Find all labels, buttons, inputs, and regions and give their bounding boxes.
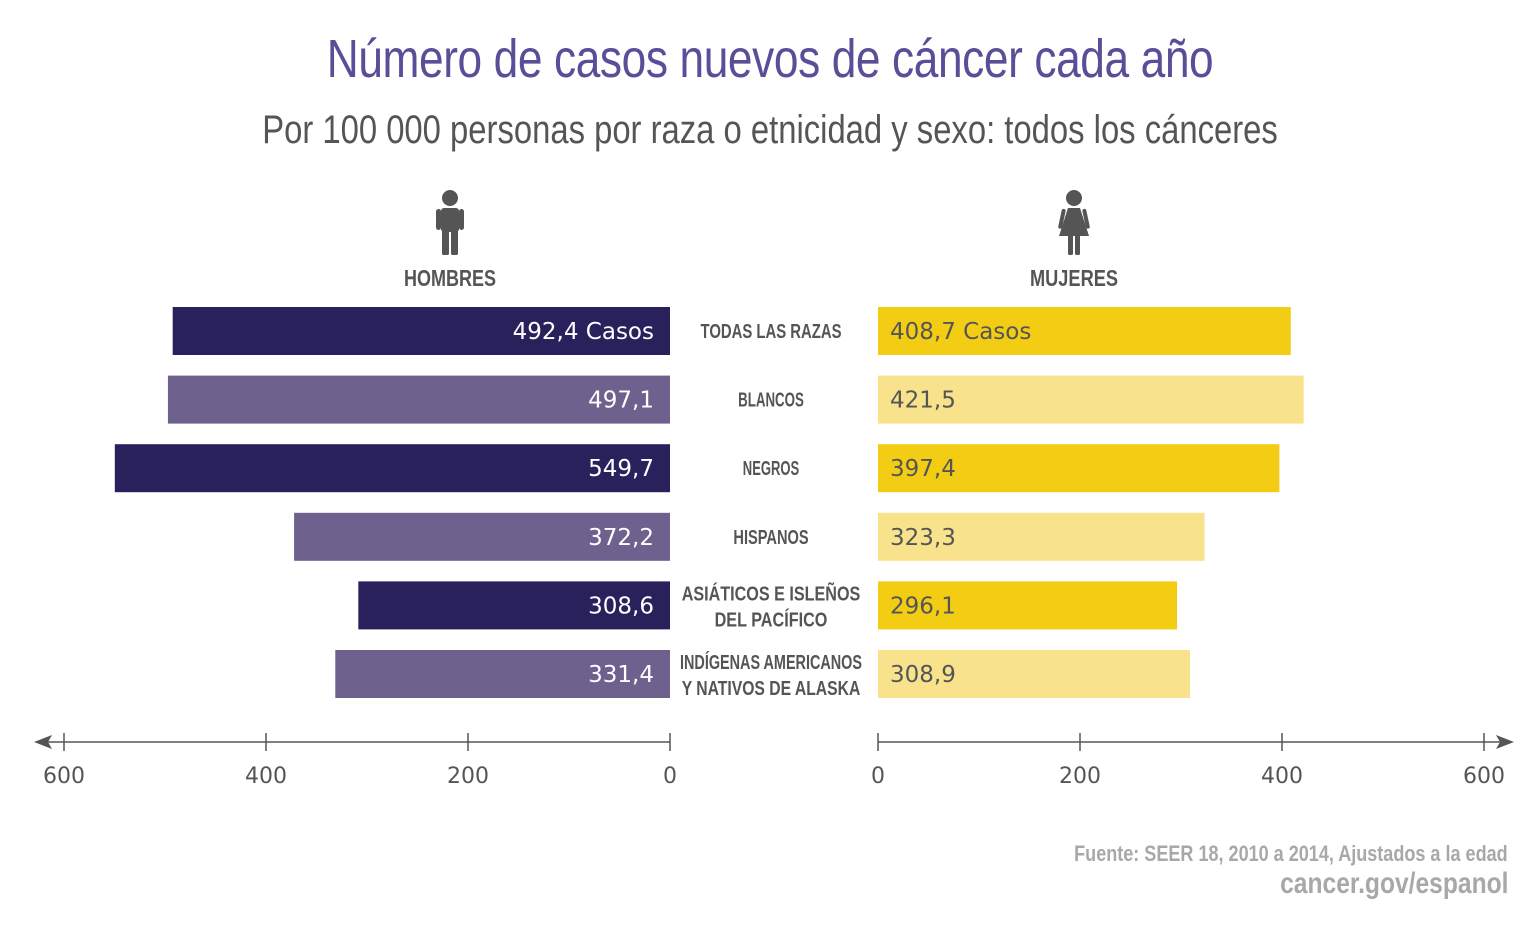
- women-tick-label: 600: [1463, 764, 1505, 789]
- women-value-label: 308,9: [890, 662, 956, 688]
- source-note: Fuente: SEER 18, 2010 a 2014, Ajustados …: [1074, 841, 1508, 866]
- men-value-label: 497,1: [588, 388, 654, 414]
- women-tick-label: 0: [871, 764, 885, 789]
- category-label: Y NATIVOS DE ALASKA: [682, 678, 861, 700]
- chart-title: Número de casos nuevos de cáncer cada añ…: [326, 29, 1214, 89]
- women-label: MUJERES: [1030, 265, 1118, 291]
- category-label: INDÍGENAS AMERICANOS: [680, 651, 862, 674]
- category-label: HISPANOS: [733, 527, 808, 549]
- woman-icon: [1058, 190, 1090, 255]
- men-bar: [335, 650, 670, 698]
- women-value-label: 397,4: [890, 456, 956, 482]
- category-label: BLANCOS: [738, 390, 804, 412]
- men-bar: [172, 307, 670, 355]
- category-label: DEL PACÍFICO: [715, 608, 828, 631]
- women-bar: [878, 581, 1178, 630]
- women-value-label: 408,7 Casos: [890, 319, 1031, 345]
- women-bar: [878, 307, 1291, 355]
- men-value-label: 308,6: [588, 593, 654, 619]
- men-bar: [294, 512, 670, 561]
- women-tick-label: 200: [1059, 764, 1101, 789]
- men-tick-label: 200: [447, 764, 489, 789]
- source-link: cancer.gov/espanol: [1279, 867, 1508, 900]
- women-bar: [878, 512, 1205, 561]
- women-axis-arrow: [1496, 735, 1514, 749]
- men-bar: [114, 444, 671, 493]
- women-value-label: 296,1: [890, 593, 956, 619]
- men-label: HOMBRES: [404, 265, 496, 291]
- women-tick-label: 400: [1261, 764, 1303, 789]
- category-label: TODAS LAS RAZAS: [701, 321, 842, 343]
- men-value-label: 492,4 Casos: [513, 319, 654, 345]
- man-icon: [436, 190, 464, 255]
- men-bar: [358, 581, 670, 630]
- men-axis-arrow: [34, 735, 52, 749]
- category-label: ASIÁTICOS E ISLEÑOS: [682, 582, 861, 605]
- women-value-label: 421,5: [890, 388, 956, 414]
- men-tick-label: 600: [43, 764, 85, 789]
- women-bar: [878, 444, 1280, 493]
- chart-subtitle: Por 100 000 personas por raza o etnicida…: [262, 108, 1278, 152]
- men-value-label: 331,4: [588, 662, 654, 688]
- men-value-label: 549,7: [588, 456, 654, 482]
- men-value-label: 372,2: [588, 525, 654, 551]
- category-label: NEGROS: [743, 458, 799, 480]
- women-bar: [878, 375, 1304, 424]
- men-bar: [167, 375, 670, 424]
- men-tick-label: 400: [245, 764, 287, 789]
- women-bar: [878, 650, 1190, 698]
- women-value-label: 323,3: [890, 525, 956, 551]
- men-tick-label: 0: [663, 764, 677, 789]
